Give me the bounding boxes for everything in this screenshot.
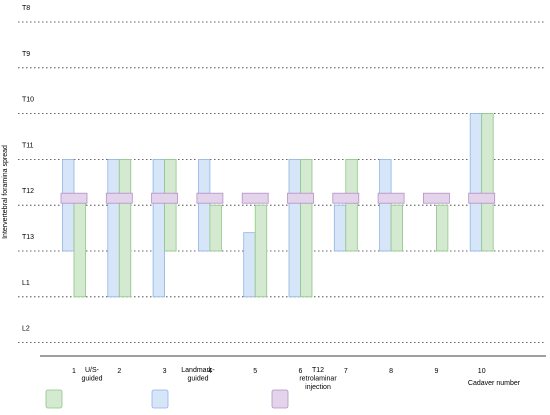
x-tick-label: 7 xyxy=(344,368,348,375)
legend-label: T12 retrolaminar injection xyxy=(299,367,337,391)
bar-us-guided xyxy=(209,204,222,252)
bar-us-guided xyxy=(345,158,358,252)
bar-landmark-guided xyxy=(288,158,301,298)
x-tick-label: 2 xyxy=(117,368,121,375)
bars xyxy=(62,113,494,298)
x-tick-label: 6 xyxy=(299,368,303,375)
legend-item: T12 retrolaminar injection xyxy=(271,367,337,409)
bar-us-guided xyxy=(390,204,404,252)
x-tick-label: 1 xyxy=(72,368,76,375)
level-label: L1 xyxy=(22,280,30,287)
bar-landmark-guided xyxy=(197,158,211,252)
bar-landmark-guided xyxy=(62,158,75,252)
legend-label: Landmark-guided xyxy=(181,367,215,383)
x-tick-label: 8 xyxy=(389,368,393,375)
marker-t12-injection xyxy=(60,192,88,204)
level-label: T8 xyxy=(22,5,30,12)
marker-t12-injection xyxy=(151,192,179,204)
y-axis-label: Intervertebral foramina spread xyxy=(2,145,9,239)
bar-us-guided xyxy=(118,158,132,298)
x-tick-label: 9 xyxy=(434,368,438,375)
marker-t12-injection xyxy=(287,192,314,204)
x-axis-label: Cadaver number xyxy=(468,380,521,387)
bar-landmark-guided xyxy=(243,232,256,298)
level-labels: T8 T9 T10 T11 T12 T13 L1 L2 xyxy=(22,5,34,333)
level-label: T13 xyxy=(22,234,34,241)
legend-swatch xyxy=(45,389,63,409)
injection-markers xyxy=(60,192,496,204)
marker-t12-injection xyxy=(377,192,405,204)
marker-t12-injection xyxy=(105,192,133,204)
bar-us-guided xyxy=(435,204,449,252)
marker-t12-injection xyxy=(196,192,224,204)
bar-us-guided xyxy=(481,113,494,252)
legend-swatch xyxy=(151,389,169,409)
x-tick-label: 4 xyxy=(208,368,212,375)
x-tick-label: 3 xyxy=(163,368,167,375)
legend-label: U/S-guided xyxy=(81,367,102,383)
legend-swatch xyxy=(271,389,289,409)
legend-item: Landmark-guided xyxy=(151,367,215,409)
bar-landmark-guided xyxy=(469,113,483,252)
bar-landmark-guided xyxy=(152,158,166,298)
gridlines xyxy=(18,21,546,344)
x-tick-label: 5 xyxy=(253,368,257,375)
bar-us-guided xyxy=(73,195,86,298)
bar-us-guided xyxy=(300,158,313,298)
bar-us-guided xyxy=(164,158,177,252)
x-tick-labels: 1 2 3 4 5 6 7 8 9 10 xyxy=(72,368,486,375)
x-tick-label: 10 xyxy=(478,368,486,375)
level-label: T12 xyxy=(22,188,34,195)
bar-landmark-guided xyxy=(379,158,392,252)
level-label: T9 xyxy=(22,51,30,58)
legend: U/S-guided Landmark-guided T12 retrolaminar… xyxy=(45,367,337,409)
legend-item: U/S-guided xyxy=(45,367,103,409)
level-label: L2 xyxy=(22,326,30,333)
bar-us-guided xyxy=(254,204,268,298)
marker-t12-injection xyxy=(241,192,269,204)
marker-t12-injection xyxy=(332,192,360,204)
bar-landmark-guided xyxy=(107,158,120,298)
level-label: T11 xyxy=(22,142,34,149)
marker-t12-injection xyxy=(422,192,450,204)
level-label: T10 xyxy=(22,97,34,104)
marker-t12-injection xyxy=(468,192,496,204)
bar-landmark-guided xyxy=(333,204,347,252)
